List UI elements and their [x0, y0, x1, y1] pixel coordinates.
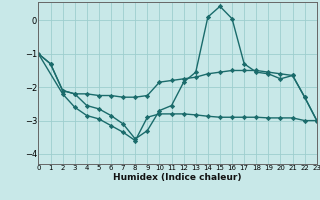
X-axis label: Humidex (Indice chaleur): Humidex (Indice chaleur)	[113, 173, 242, 182]
